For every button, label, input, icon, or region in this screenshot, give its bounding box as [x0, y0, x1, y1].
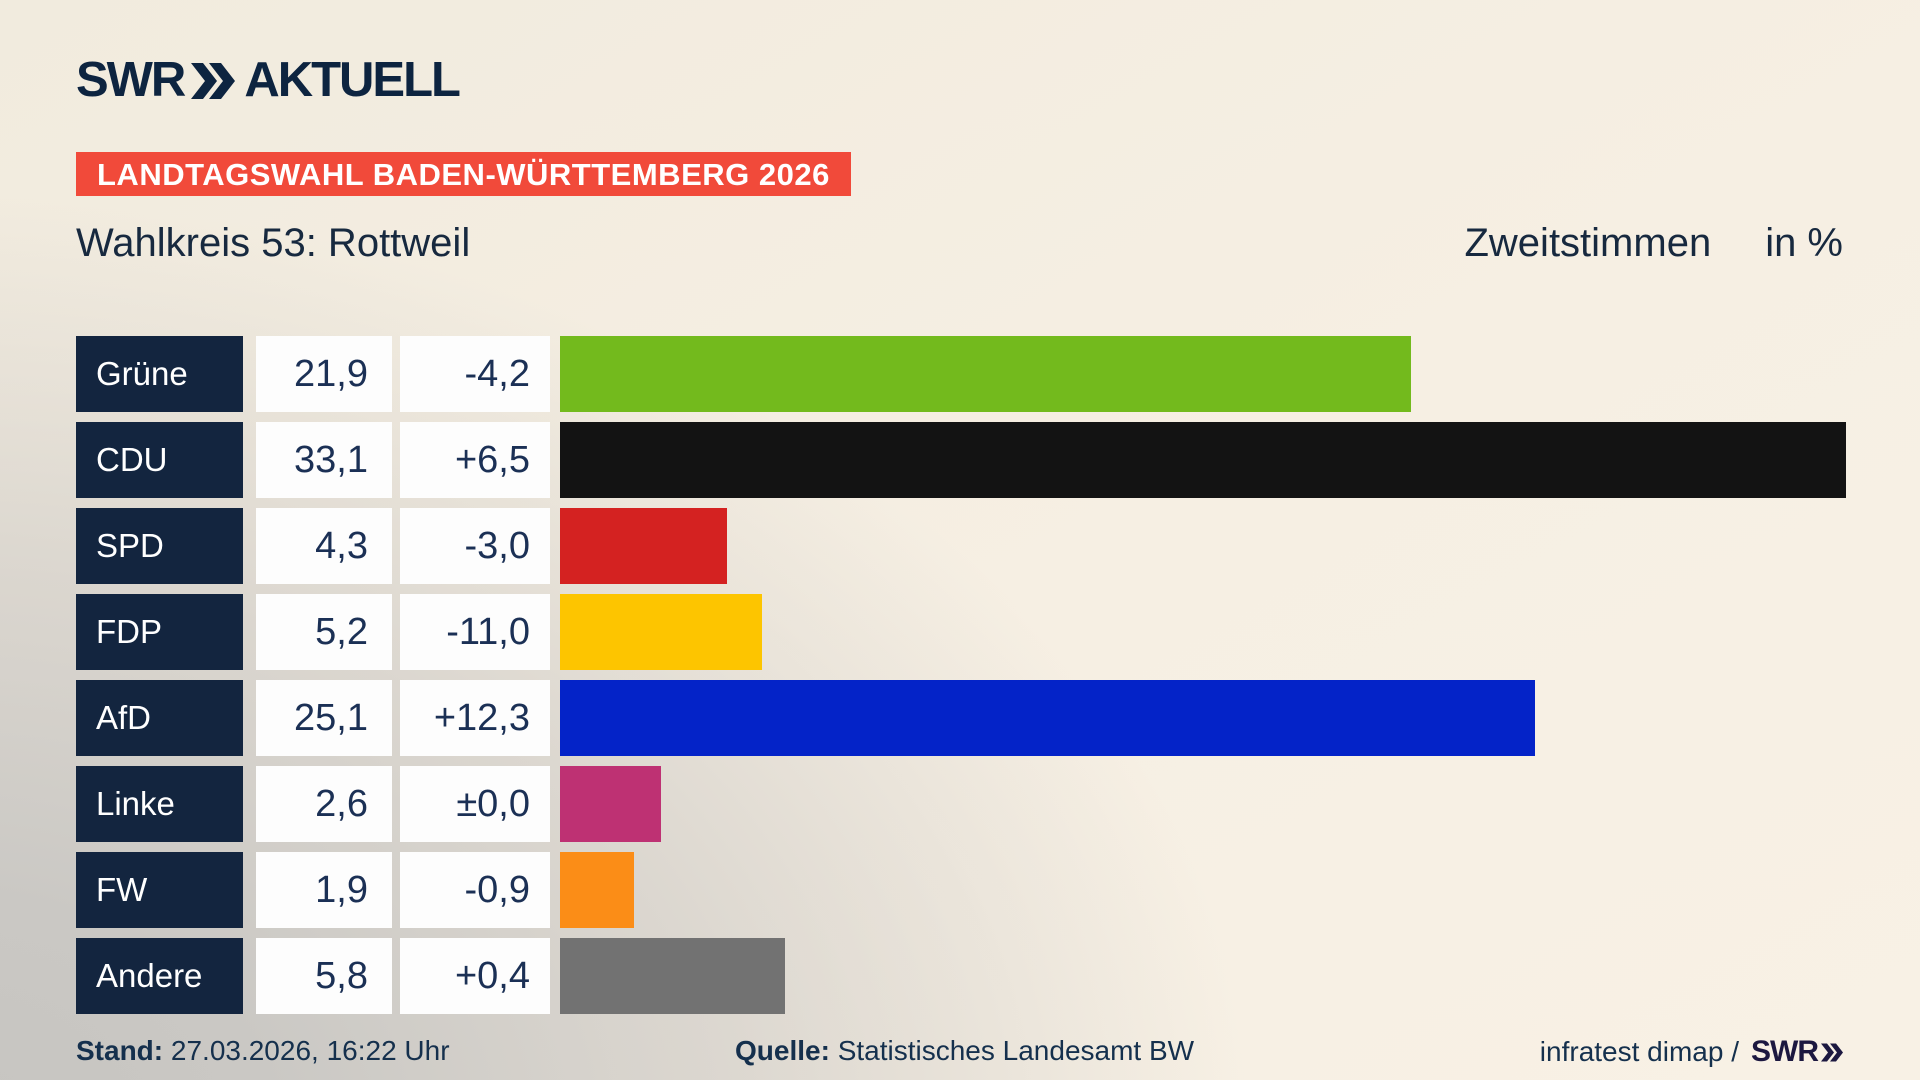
double-chevron-icon [1821, 1043, 1843, 1061]
diff-cell: +12,3 [400, 680, 550, 756]
bar-row: CDU 33,1 +6,5 [76, 422, 1920, 498]
vote-type-label: Zweitstimmen [1464, 221, 1712, 265]
party-label: Linke [76, 766, 243, 842]
bar-row: AfD 25,1 +12,3 [76, 680, 1920, 756]
swr-aktuell-logo: SWR AKTUELL [76, 53, 461, 107]
party-label: FDP [76, 594, 243, 670]
credit-prefix: infratest dimap / [1539, 1036, 1739, 1067]
percent-bar [560, 938, 786, 1014]
source-value: Statistisches Landesamt BW [837, 1035, 1195, 1066]
bar-track [560, 594, 1920, 670]
value-cell: 21,9 [256, 336, 392, 412]
title-bar: Wahlkreis 53: Rottweil Zweitstimmen in % [76, 221, 1843, 266]
value-cell: 4,3 [256, 508, 392, 584]
diff-cell: -4,2 [400, 336, 550, 412]
value-cell: 33,1 [256, 422, 392, 498]
party-label: Grüne [76, 336, 243, 412]
percent-bar [560, 680, 1536, 756]
diff-cell: ±0,0 [400, 766, 550, 842]
party-label: Andere [76, 938, 243, 1014]
percent-bar [560, 422, 1847, 498]
bar-row: SPD 4,3 -3,0 [76, 508, 1920, 584]
party-label: SPD [76, 508, 243, 584]
election-badge: LANDTAGSWAHL BADEN-WÜRTTEMBERG 2026 [76, 152, 851, 196]
bar-row: Grüne 21,9 -4,2 [76, 336, 1920, 412]
bar-row: Andere 5,8 +0,4 [76, 938, 1920, 1014]
value-cell: 2,6 [256, 766, 392, 842]
diff-cell: +6,5 [400, 422, 550, 498]
bar-track [560, 680, 1920, 756]
bar-track [560, 938, 1920, 1014]
value-cell: 5,2 [256, 594, 392, 670]
aktuell-logo-text: AKTUELL [244, 53, 461, 107]
bar-chart: Grüne 21,9 -4,2 CDU 33,1 +6,5 SPD 4,3 -3,0 FDP 5,2… [76, 336, 1920, 1024]
diff-cell: -11,0 [400, 594, 550, 670]
double-chevron-icon [191, 62, 236, 99]
credit-note: infratest dimap / SWR [1540, 1035, 1843, 1069]
page-title: Wahlkreis 53: Rottweil [76, 221, 471, 265]
value-cell: 5,8 [256, 938, 392, 1014]
vote-type-group: Zweitstimmen in % [1464, 221, 1843, 266]
source-note: Quelle: Statistisches Landesamt BW [735, 1035, 1194, 1067]
stand-timestamp: Stand: 27.03.2026, 16:22 Uhr [76, 1035, 450, 1067]
unit-label: in % [1765, 221, 1843, 265]
source-label: Quelle: [735, 1035, 830, 1066]
bar-track [560, 766, 1920, 842]
diff-cell: -0,9 [400, 852, 550, 928]
percent-bar [560, 594, 763, 670]
percent-bar [560, 508, 728, 584]
party-label: FW [76, 852, 243, 928]
bar-row: FDP 5,2 -11,0 [76, 594, 1920, 670]
stand-label: Stand: [76, 1035, 164, 1066]
stand-value: 27.03.2026, 16:22 Uhr [170, 1035, 450, 1066]
percent-bar [560, 766, 662, 842]
diff-cell: -3,0 [400, 508, 550, 584]
value-cell: 25,1 [256, 680, 392, 756]
value-cell: 1,9 [256, 852, 392, 928]
swr-brand-text: SWR [1751, 1035, 1819, 1068]
bar-track [560, 422, 1920, 498]
swr-logo-text: SWR [76, 53, 186, 107]
bar-track [560, 336, 1920, 412]
percent-bar [560, 852, 634, 928]
diff-cell: +0,4 [400, 938, 550, 1014]
bar-row: FW 1,9 -0,9 [76, 852, 1920, 928]
bar-row: Linke 2,6 ±0,0 [76, 766, 1920, 842]
party-label: CDU [76, 422, 243, 498]
party-label: AfD [76, 680, 243, 756]
percent-bar [560, 336, 1411, 412]
bar-track [560, 852, 1920, 928]
bar-track [560, 508, 1920, 584]
